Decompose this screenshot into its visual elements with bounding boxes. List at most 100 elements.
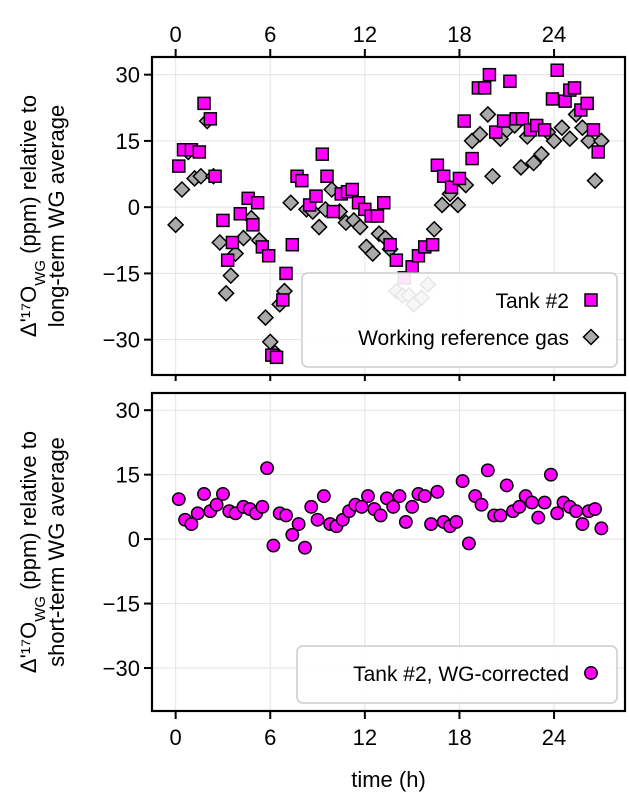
x-tick-label: 6 bbox=[264, 725, 276, 750]
data-point-diamond bbox=[449, 196, 467, 214]
data-point-square bbox=[309, 189, 323, 203]
y-axis-title-line2: long-term WG average bbox=[44, 105, 69, 328]
x-tick-label-top: 0 bbox=[170, 22, 182, 47]
data-point-diamond bbox=[192, 167, 210, 185]
data-point-diamond bbox=[282, 194, 300, 212]
data-point-circle bbox=[171, 492, 186, 507]
data-point-diamond bbox=[433, 196, 451, 214]
data-point-square bbox=[269, 350, 284, 365]
data-point-diamond bbox=[234, 229, 253, 247]
data-point-diamond bbox=[580, 132, 598, 150]
data-point-diamond bbox=[545, 132, 563, 150]
data-point-square bbox=[246, 218, 260, 232]
data-point-circle bbox=[594, 521, 609, 536]
data-point-diamond bbox=[222, 267, 240, 285]
data-point-circle bbox=[266, 538, 281, 553]
y-axis-title-delta: Δ'¹⁷O bbox=[16, 622, 41, 673]
x-tick-label: 18 bbox=[447, 725, 471, 750]
data-point-square bbox=[383, 237, 397, 252]
data-point-square bbox=[315, 147, 330, 161]
data-point-circle bbox=[474, 497, 489, 512]
data-point-square bbox=[377, 196, 391, 210]
y-axis-title-subscript: WG bbox=[32, 596, 49, 622]
data-point-diamond bbox=[524, 154, 543, 172]
data-point-square bbox=[457, 114, 471, 128]
y-axis-title-subscript: WG bbox=[32, 260, 49, 286]
data-point-diamond bbox=[561, 130, 579, 148]
data-point-square bbox=[452, 171, 467, 186]
y-tick-label: 0 bbox=[128, 527, 140, 552]
y-tick-label: −30 bbox=[103, 328, 140, 353]
data-point-diamond bbox=[479, 105, 497, 123]
data-point-square bbox=[488, 125, 503, 139]
data-point-diamond bbox=[211, 233, 229, 252]
data-point-circle bbox=[255, 499, 270, 514]
data-point-circle bbox=[197, 487, 211, 501]
y-axis-title-rest: (ppm) relative to bbox=[16, 95, 41, 260]
y-axis-title-line1: Δ'¹⁷OWG (ppm) relative to bbox=[16, 431, 49, 673]
y-tick-label: −15 bbox=[103, 261, 140, 286]
data-point-circle bbox=[499, 478, 514, 493]
data-point-circle bbox=[392, 489, 407, 504]
data-point-square bbox=[197, 96, 211, 111]
data-point-circle bbox=[493, 508, 508, 523]
data-point-square bbox=[550, 63, 564, 77]
data-point-square bbox=[285, 237, 300, 252]
data-point-square bbox=[326, 204, 341, 219]
data-point-square bbox=[389, 253, 404, 267]
data-point-circle bbox=[537, 495, 552, 510]
data-point-circle bbox=[543, 467, 558, 482]
plot-frame bbox=[150, 55, 627, 377]
data-point-circle bbox=[310, 512, 325, 527]
data-point-circle bbox=[285, 527, 300, 542]
data-point-diamond bbox=[217, 284, 235, 302]
y-axis-title-delta: Δ'¹⁷O bbox=[16, 286, 41, 337]
data-point-circle bbox=[588, 502, 602, 516]
x-tick-label-top: 24 bbox=[542, 22, 566, 47]
data-point-diamond bbox=[483, 167, 502, 185]
data-point-circle bbox=[184, 517, 199, 532]
data-point-circle bbox=[190, 506, 205, 521]
data-point-square bbox=[320, 169, 334, 183]
data-point-circle bbox=[575, 517, 590, 532]
data-point-diamond bbox=[310, 218, 328, 236]
data-point-diamond bbox=[364, 244, 382, 263]
data-point-circle bbox=[279, 508, 293, 523]
series-0 bbox=[172, 63, 605, 365]
data-point-square bbox=[515, 112, 530, 126]
data-point-diamond bbox=[351, 218, 369, 236]
data-point-square bbox=[436, 169, 451, 183]
data-point-circle bbox=[260, 461, 275, 476]
data-point-square bbox=[482, 67, 497, 82]
legend-label: Working reference gas bbox=[358, 327, 569, 350]
data-point-square bbox=[580, 96, 594, 111]
data-point-square bbox=[545, 92, 560, 106]
data-point-diamond bbox=[471, 125, 489, 143]
legend-marker-square bbox=[584, 293, 598, 307]
data-point-circle bbox=[417, 489, 432, 504]
data-point-circle bbox=[455, 474, 470, 489]
y-tick-label: −30 bbox=[103, 656, 140, 681]
data-point-diamond bbox=[256, 309, 275, 327]
data-point-circle bbox=[373, 508, 388, 523]
data-point-circle bbox=[424, 517, 439, 532]
data-point-square bbox=[370, 209, 385, 223]
data-point-square bbox=[192, 145, 207, 159]
data-point-square bbox=[261, 249, 276, 263]
data-point-circle bbox=[398, 514, 413, 529]
data-point-circle bbox=[209, 497, 224, 512]
data-point-circle bbox=[304, 499, 319, 514]
data-point-square bbox=[208, 169, 222, 183]
data-point-circle bbox=[216, 487, 230, 501]
legend-box bbox=[296, 645, 618, 704]
data-point-square bbox=[279, 266, 293, 281]
data-point-square bbox=[172, 159, 186, 173]
data-point-square bbox=[425, 237, 440, 252]
data-point-circle bbox=[405, 499, 420, 514]
data-point-square bbox=[586, 123, 601, 137]
y-tick-label: −15 bbox=[103, 592, 140, 617]
data-point-square bbox=[503, 74, 517, 89]
legend-marker-diamond bbox=[582, 328, 600, 346]
legend-label: Tank #2 bbox=[495, 290, 569, 313]
data-point-circle bbox=[525, 495, 539, 510]
